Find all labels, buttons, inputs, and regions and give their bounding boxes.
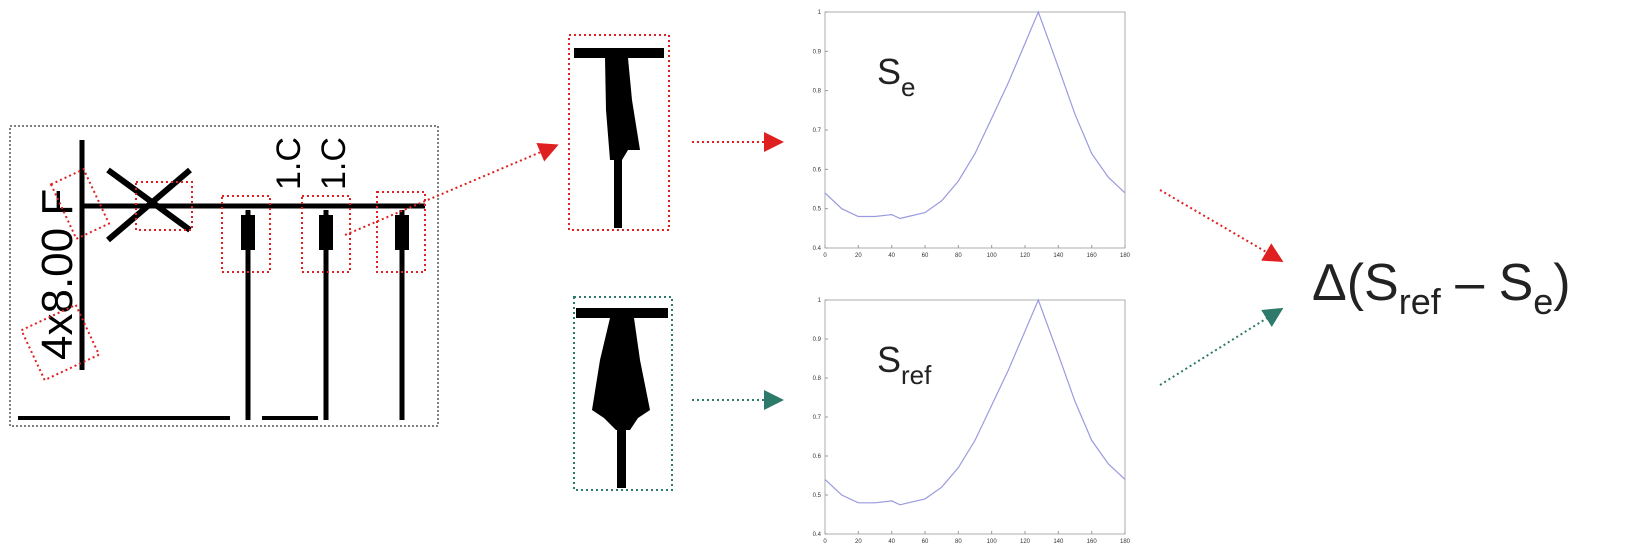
x-tick-label: 100	[987, 253, 998, 259]
difference-formula: Δ(Sref – Se)	[1312, 254, 1571, 322]
x-tick-label: 120	[1020, 253, 1031, 259]
x-tick-label: 160	[1087, 539, 1098, 545]
subscript: ref	[901, 360, 932, 390]
x-tick-label: 140	[1053, 539, 1064, 545]
x-tick-label: 40	[888, 539, 895, 545]
y-tick-label: 0.5	[813, 493, 822, 499]
crop-estimated	[569, 35, 669, 230]
symbol: S	[877, 339, 901, 380]
formula-part: Δ(S	[1312, 254, 1399, 312]
x-tick-label: 60	[922, 539, 929, 545]
arrow	[1160, 190, 1280, 260]
x-tick-label: 80	[955, 539, 962, 545]
y-tick-label: 0.8	[813, 376, 822, 382]
svg-text:1.C: 1.C	[270, 137, 308, 190]
diagram: 4x8.00 F 1.C 1.C Δ(Sref – Se) 0204060801…	[0, 0, 1636, 546]
x-tick-label: 140	[1053, 253, 1064, 259]
x-tick-label: 40	[888, 253, 895, 259]
drawing-image: 4x8.00 F 1.C 1.C	[10, 126, 555, 426]
x-tick-label: 20	[855, 253, 862, 259]
y-tick-label: 0.6	[813, 167, 822, 173]
y-tick-label: 0.7	[813, 415, 822, 421]
y-tick-label: 0.7	[813, 128, 822, 134]
crop-reference	[574, 297, 672, 490]
y-tick-label: 1	[818, 10, 822, 16]
x-tick-label: 0	[823, 253, 827, 259]
y-tick-label: 0.9	[813, 49, 822, 55]
y-tick-label: 0.8	[813, 89, 822, 95]
symbol: S	[877, 51, 901, 92]
formula-part: )	[1553, 254, 1570, 312]
y-tick-label: 0.5	[813, 207, 822, 213]
plot-frame	[825, 12, 1125, 248]
svg-text:4x8.00 F: 4x8.00 F	[33, 189, 82, 360]
x-tick-label: 180	[1120, 253, 1131, 259]
x-tick-label: 180	[1120, 539, 1131, 545]
x-tick-label: 20	[855, 539, 862, 545]
x-tick-label: 100	[987, 539, 998, 545]
svg-text:1.C: 1.C	[315, 137, 353, 190]
subscript: e	[901, 72, 915, 102]
plot: 0 20 40 60 80 100 120 140 160 180 0.4 0.5 0.6 0.7 0.8 0…	[813, 298, 1131, 545]
x-tick-label: 60	[922, 253, 929, 259]
formula-subscript: e	[1533, 281, 1553, 322]
x-tick-label: 160	[1087, 253, 1098, 259]
formula-subscript: ref	[1399, 281, 1442, 322]
page: {"plots":[ {"symbol":"S","subscript":"e"…	[0, 0, 1636, 546]
plot-frame	[825, 300, 1125, 534]
x-tick-label: 120	[1020, 539, 1031, 545]
x-tick-label: 80	[955, 253, 962, 259]
y-tick-label: 0.4	[813, 246, 822, 252]
x-tick-label: 0	[823, 539, 827, 545]
y-tick-label: 0.6	[813, 454, 822, 460]
y-tick-label: 0.9	[813, 337, 822, 343]
arrow	[1160, 310, 1280, 385]
y-tick-label: 0.4	[813, 532, 822, 538]
plot: 0 20 40 60 80 100 120 140 160 180 0.4 0.5 0.6 0.7 0.8 0…	[813, 10, 1131, 259]
formula-part: – S	[1441, 254, 1534, 312]
y-tick-label: 1	[818, 298, 822, 304]
